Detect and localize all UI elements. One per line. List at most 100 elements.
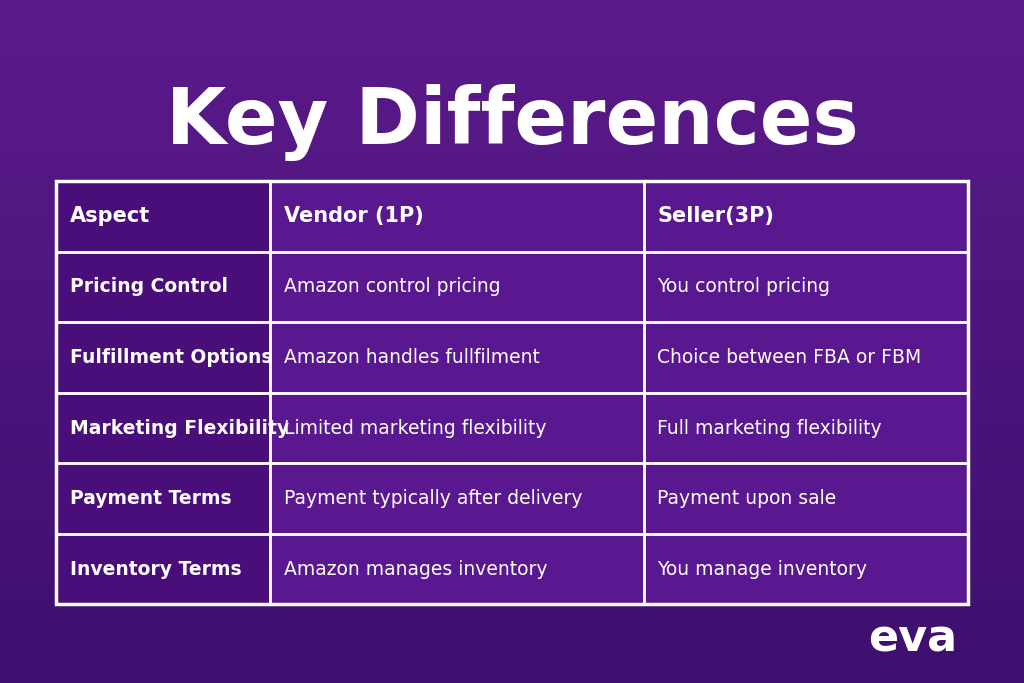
- Bar: [0, 441, 1024, 444]
- Bar: [0, 420, 1024, 423]
- Bar: [0, 618, 1024, 622]
- Bar: [0, 359, 1024, 362]
- Bar: [0, 522, 1024, 526]
- Bar: [644, 463, 968, 534]
- Text: Payment upon sale: Payment upon sale: [657, 489, 837, 508]
- Bar: [0, 639, 1024, 642]
- Bar: [0, 594, 1024, 598]
- Bar: [0, 652, 1024, 656]
- Bar: [0, 400, 1024, 403]
- Bar: [0, 413, 1024, 417]
- Bar: [0, 318, 1024, 321]
- Bar: [0, 540, 1024, 543]
- Bar: [0, 587, 1024, 591]
- Bar: [0, 143, 1024, 147]
- Bar: [0, 10, 1024, 14]
- Bar: [0, 379, 1024, 382]
- Bar: [0, 38, 1024, 41]
- Bar: [0, 464, 1024, 468]
- Bar: [0, 321, 1024, 324]
- Bar: [0, 147, 1024, 150]
- Bar: [0, 260, 1024, 263]
- Bar: [0, 225, 1024, 229]
- Bar: [0, 120, 1024, 123]
- Bar: [0, 171, 1024, 174]
- Bar: [0, 246, 1024, 249]
- Bar: [0, 157, 1024, 161]
- Bar: [0, 270, 1024, 273]
- Bar: [0, 154, 1024, 157]
- Bar: [56, 534, 270, 604]
- Bar: [0, 659, 1024, 663]
- Bar: [0, 195, 1024, 198]
- Bar: [0, 570, 1024, 574]
- Bar: [0, 632, 1024, 635]
- Bar: [56, 322, 270, 393]
- Bar: [0, 14, 1024, 17]
- Bar: [0, 102, 1024, 106]
- Bar: [0, 92, 1024, 96]
- Bar: [0, 205, 1024, 208]
- Bar: [0, 20, 1024, 24]
- Bar: [0, 598, 1024, 601]
- Bar: [644, 322, 968, 393]
- Text: eva: eva: [868, 617, 957, 660]
- Bar: [0, 219, 1024, 222]
- Bar: [0, 7, 1024, 10]
- Bar: [0, 167, 1024, 171]
- Bar: [0, 447, 1024, 451]
- Bar: [0, 475, 1024, 478]
- Bar: [0, 208, 1024, 212]
- Bar: [56, 534, 270, 604]
- Bar: [0, 352, 1024, 355]
- Bar: [0, 181, 1024, 184]
- Text: Limited marketing flexibility: Limited marketing flexibility: [284, 419, 546, 438]
- Text: Fulfillment Options: Fulfillment Options: [70, 348, 272, 367]
- Bar: [0, 17, 1024, 20]
- Bar: [0, 99, 1024, 102]
- Bar: [0, 304, 1024, 307]
- Bar: [0, 137, 1024, 140]
- Bar: [0, 362, 1024, 365]
- Text: Seller(3P): Seller(3P): [657, 206, 774, 226]
- Bar: [0, 27, 1024, 31]
- Bar: [0, 314, 1024, 318]
- Text: Marketing Flexibility: Marketing Flexibility: [70, 419, 289, 438]
- Bar: [0, 266, 1024, 270]
- Bar: [0, 239, 1024, 242]
- Bar: [0, 386, 1024, 389]
- Bar: [0, 140, 1024, 143]
- Bar: [56, 181, 270, 251]
- Bar: [0, 55, 1024, 58]
- Bar: [0, 232, 1024, 236]
- Bar: [0, 458, 1024, 461]
- Bar: [644, 251, 968, 322]
- Bar: [0, 61, 1024, 65]
- Bar: [644, 463, 968, 534]
- Bar: [270, 534, 644, 604]
- Bar: [0, 563, 1024, 567]
- Text: Amazon manages inventory: Amazon manages inventory: [284, 559, 547, 579]
- Bar: [0, 338, 1024, 342]
- Bar: [0, 58, 1024, 61]
- Bar: [270, 251, 644, 322]
- Bar: [0, 34, 1024, 38]
- Bar: [644, 393, 968, 463]
- Bar: [56, 463, 270, 534]
- Bar: [0, 669, 1024, 673]
- Bar: [0, 372, 1024, 376]
- Bar: [0, 328, 1024, 331]
- Bar: [0, 331, 1024, 335]
- Bar: [56, 393, 270, 463]
- Bar: [0, 113, 1024, 116]
- Bar: [0, 178, 1024, 181]
- Bar: [0, 345, 1024, 348]
- Bar: [0, 430, 1024, 434]
- Bar: [0, 622, 1024, 625]
- Bar: [0, 437, 1024, 441]
- Bar: [0, 581, 1024, 584]
- Bar: [0, 229, 1024, 232]
- Bar: [270, 463, 644, 534]
- Bar: [270, 322, 644, 393]
- Bar: [0, 656, 1024, 659]
